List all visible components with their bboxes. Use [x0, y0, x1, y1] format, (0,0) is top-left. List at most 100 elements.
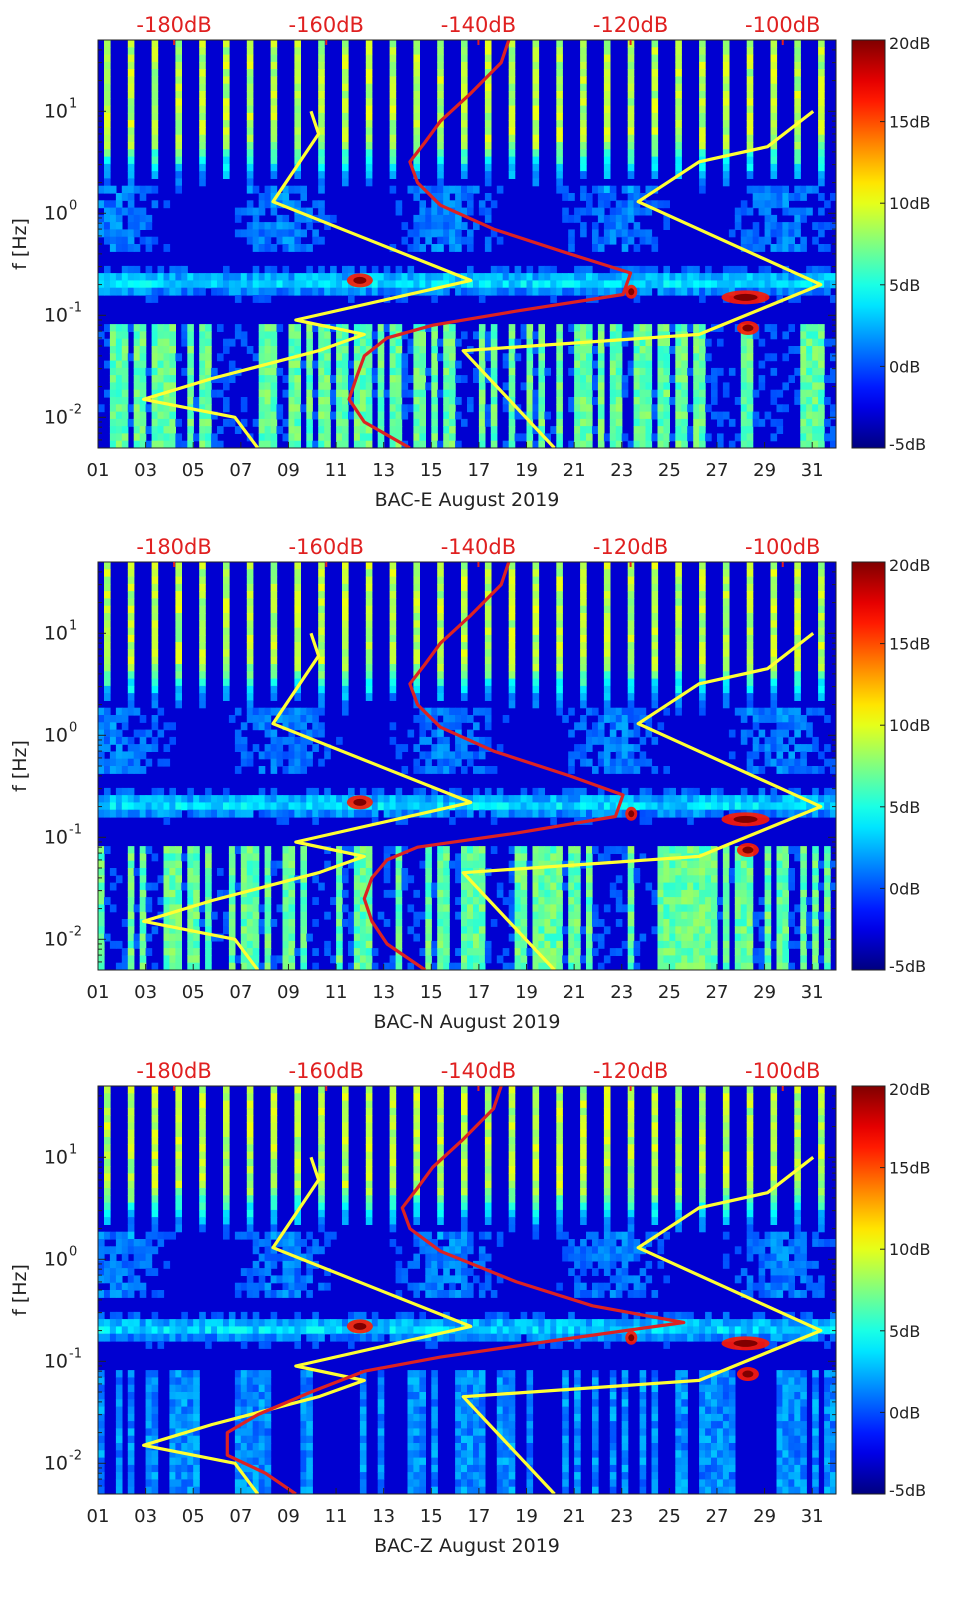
- y-tick-exponent: -1: [69, 1346, 82, 1361]
- x-tick-label: 05: [182, 982, 205, 1003]
- x-tick-label: 13: [372, 1506, 395, 1527]
- y-tick-label: 10: [44, 202, 68, 224]
- y-tick-exponent: 0: [69, 1244, 77, 1259]
- hotspot-core: [628, 288, 634, 295]
- y-tick-exponent: 0: [69, 720, 77, 735]
- y-tick-label: 10: [44, 724, 68, 746]
- y-tick-label: 10: [44, 826, 68, 848]
- x-tick-label: 03: [134, 1506, 157, 1527]
- top-db-tick-label: -100dB: [745, 535, 820, 559]
- x-tick-label: 17: [467, 1506, 490, 1527]
- y-tick-label: 10: [44, 304, 68, 326]
- x-tick-label: 25: [658, 460, 681, 481]
- x-tick-label: 23: [610, 1506, 633, 1527]
- colorbar: [852, 40, 885, 448]
- top-db-tick-label: -160dB: [289, 535, 364, 559]
- x-tick-label: 29: [753, 1506, 776, 1527]
- x-tick-label: 19: [515, 982, 538, 1003]
- x-tick-label: 09: [277, 1506, 300, 1527]
- y-axis-label: f [Hz]: [9, 1264, 31, 1316]
- x-tick-label: 13: [372, 982, 395, 1003]
- x-tick-label: 31: [801, 982, 824, 1003]
- colorbar-tick-label: 0dB: [889, 879, 920, 898]
- x-tick-label: 21: [563, 982, 586, 1003]
- x-tick-label: 07: [229, 460, 252, 481]
- hotspot-core: [742, 1371, 753, 1378]
- hotspot-core: [353, 277, 366, 284]
- x-tick-label: 15: [420, 1506, 443, 1527]
- colorbar-tick-label: 20dB: [889, 556, 931, 575]
- hotspot-core: [742, 847, 753, 854]
- x-tick-label: 01: [87, 460, 110, 481]
- x-tick-label: 13: [372, 460, 395, 481]
- x-tick-label: 05: [182, 460, 205, 481]
- top-db-tick-label: -120dB: [593, 535, 668, 559]
- colorbar-tick-label: 15dB: [889, 635, 931, 654]
- x-tick-label: 07: [229, 1506, 252, 1527]
- hotspot-core: [628, 810, 634, 817]
- colorbar-tick-label: -5dB: [889, 1481, 926, 1500]
- x-tick-label: 07: [229, 982, 252, 1003]
- spectrogram-heatmap: [98, 40, 837, 449]
- x-tick-label: 11: [325, 460, 348, 481]
- y-tick-label: 10: [44, 100, 68, 122]
- y-tick-exponent: 1: [69, 96, 77, 111]
- x-tick-label: 17: [467, 460, 490, 481]
- x-tick-label: 21: [563, 1506, 586, 1527]
- hotspot-core: [734, 1340, 758, 1347]
- x-tick-label: 03: [134, 460, 157, 481]
- x-tick-label: 21: [563, 460, 586, 481]
- x-tick-label: 01: [87, 1506, 110, 1527]
- y-axis-label: f [Hz]: [9, 740, 31, 792]
- x-tick-label: 29: [753, 460, 776, 481]
- top-db-tick-label: -140dB: [441, 13, 516, 37]
- y-tick-label: 10: [44, 1452, 68, 1474]
- x-tick-label: 11: [325, 1506, 348, 1527]
- spectrogram-heatmap: [98, 562, 837, 971]
- x-tick-label: 23: [610, 982, 633, 1003]
- colorbar-tick-label: -5dB: [889, 435, 926, 454]
- x-tick-label: 23: [610, 460, 633, 481]
- hotspot-core: [353, 1323, 366, 1330]
- colorbar-tick-label: 20dB: [889, 34, 931, 53]
- colorbar-tick-label: -5dB: [889, 957, 926, 976]
- top-db-tick-label: -160dB: [289, 13, 364, 37]
- x-tick-label: 27: [706, 460, 729, 481]
- top-db-tick-label: -100dB: [745, 1059, 820, 1083]
- y-tick-exponent: 1: [69, 618, 77, 633]
- y-tick-label: 10: [44, 406, 68, 428]
- x-axis-label: BAC-E August 2019: [375, 489, 560, 511]
- hotspot-core: [734, 816, 758, 823]
- x-tick-label: 03: [134, 982, 157, 1003]
- hotspot-core: [353, 799, 366, 806]
- x-tick-label: 31: [801, 460, 824, 481]
- colorbar-tick-label: 10dB: [889, 716, 931, 735]
- colorbar-tick-label: 10dB: [889, 1240, 931, 1259]
- colorbar-tick-label: 5dB: [889, 276, 920, 295]
- x-tick-label: 09: [277, 982, 300, 1003]
- x-tick-label: 11: [325, 982, 348, 1003]
- x-tick-label: 27: [706, 1506, 729, 1527]
- x-axis-label: BAC-N August 2019: [374, 1011, 561, 1033]
- colorbar-tick-label: 15dB: [889, 1159, 931, 1178]
- top-db-tick-label: -100dB: [745, 13, 820, 37]
- spectrogram-heatmap: [98, 1086, 837, 1495]
- top-db-tick-label: -180dB: [136, 13, 211, 37]
- hotspot-core: [628, 1334, 634, 1341]
- x-tick-label: 15: [420, 460, 443, 481]
- colorbar-tick-label: 0dB: [889, 1403, 920, 1422]
- spectrogram-panel-bac-e: 01 03 05 07 09 11 13 15 17 19 21 23 25 27 29 31 BAC-E Au…: [9, 13, 931, 511]
- colorbar: [852, 1086, 885, 1494]
- x-tick-label: 27: [706, 982, 729, 1003]
- x-tick-label: 31: [801, 1506, 824, 1527]
- x-tick-label: 09: [277, 460, 300, 481]
- colorbar-tick-label: 5dB: [889, 1322, 920, 1341]
- x-axis-label: BAC-Z August 2019: [374, 1535, 560, 1557]
- x-tick-label: 19: [515, 460, 538, 481]
- y-tick-exponent: -2: [69, 402, 82, 417]
- x-tick-label: 17: [467, 982, 490, 1003]
- top-db-tick-label: -120dB: [593, 1059, 668, 1083]
